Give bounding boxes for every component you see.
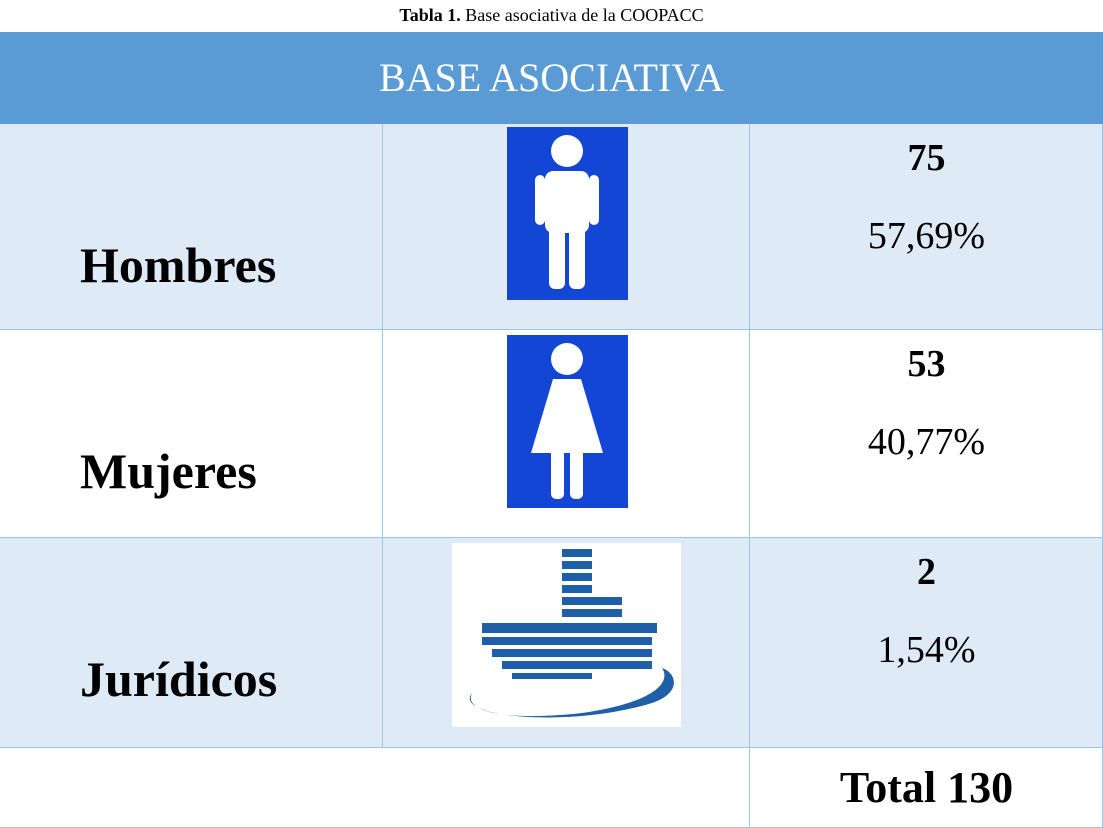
cell	[0, 748, 750, 828]
total: Total 130	[839, 763, 1014, 812]
cell	[0, 124, 383, 330]
caption-label: Tabla 1.	[399, 5, 461, 25]
row-label: Hombres	[80, 237, 277, 293]
cell	[383, 330, 750, 538]
row-percent: 57,69%	[867, 215, 986, 257]
row-count: 75	[907, 137, 946, 179]
caption: Tabla 1. Base asociativa de la COOPACC	[0, 0, 1103, 32]
woman-icon	[507, 335, 628, 508]
row-label: Mujeres	[80, 443, 257, 499]
row-percent: 40,77%	[867, 421, 986, 463]
row-count: 53	[907, 343, 946, 385]
building-icon	[452, 543, 681, 727]
row-percent: 1,54%	[877, 629, 976, 671]
caption-text: Base asociativa de la COOPACC	[465, 5, 704, 25]
table-header: BASE ASOCIATIVA	[0, 32, 1103, 124]
cell	[0, 330, 383, 538]
cell	[750, 538, 1103, 748]
row-label: Jurídicos	[80, 651, 278, 707]
cell	[0, 538, 383, 748]
row-count: 2	[917, 551, 936, 593]
cell	[750, 124, 1103, 330]
man-icon	[507, 127, 628, 300]
